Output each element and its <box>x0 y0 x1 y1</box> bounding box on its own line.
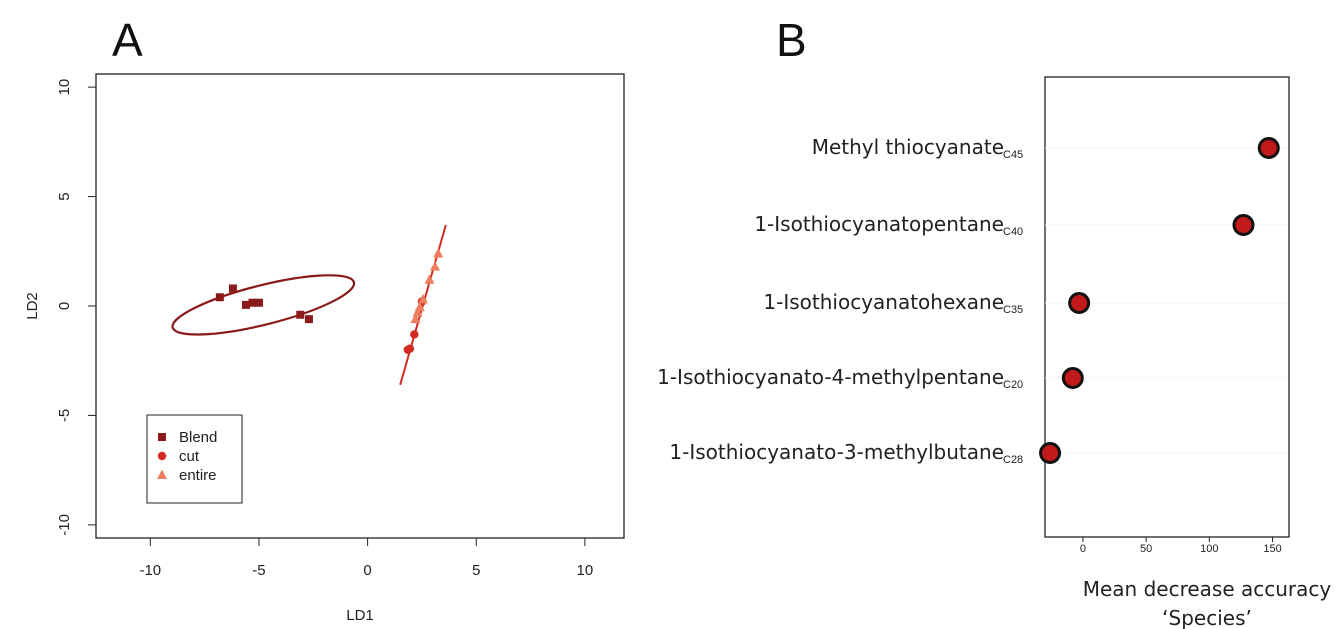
y-axis-label: LD2 <box>24 292 41 320</box>
x-tick-label-b: 150 <box>1263 543 1281 555</box>
data-point-cut <box>410 330 419 339</box>
data-point-entire <box>410 313 421 324</box>
legend-label: entire <box>179 467 217 484</box>
blend-ellipse <box>171 274 356 336</box>
y-tick-label: -10 <box>56 514 73 536</box>
data-point-blend <box>254 298 263 307</box>
compound-label: 1-Isothiocyanato-4-methylpentane <box>657 365 1004 389</box>
data-point-entire <box>418 293 429 304</box>
y-tick-label: -5 <box>56 409 73 422</box>
legend: Blend cut entire <box>146 414 243 504</box>
data-point-entire <box>424 274 435 284</box>
data-point-entire <box>433 247 444 258</box>
legend-marker-entire <box>157 469 167 479</box>
y-tick-label: 10 <box>56 79 73 96</box>
importance-dot <box>1232 214 1255 236</box>
plot-a-x-ticks: -10 -5 0 5 10 <box>139 538 593 579</box>
x-tick-label: 10 <box>577 562 594 579</box>
data-point-blend <box>215 293 224 302</box>
x-tick-label-b: 50 <box>1140 543 1152 555</box>
data-point-blend <box>241 300 250 309</box>
data-point-entire <box>414 301 425 312</box>
importance-dot <box>1061 367 1084 389</box>
y-tick-label: 5 <box>56 192 73 200</box>
compound-code: C35 <box>1003 304 1023 316</box>
compound-label: Methyl thiocyanate <box>812 135 1004 159</box>
compound-label: 1-Isothiocyanatopentane <box>754 212 1004 236</box>
x-axis-subtitle-b: ‘Species’ <box>1162 606 1252 629</box>
x-axis-label: LD1 <box>346 607 374 624</box>
x-tick-label: -5 <box>252 562 265 579</box>
x-axis-title-b: Mean decrease accuracy <box>1083 577 1332 601</box>
x-tick-label: 0 <box>363 562 371 579</box>
compound-label: 1-Isothiocyanatohexane <box>763 290 1004 314</box>
x-tick-label: 5 <box>472 562 480 579</box>
importance-dot <box>1039 442 1062 464</box>
panel-a-letter: A <box>112 14 143 66</box>
legend-marker-cut <box>157 451 167 461</box>
legend-marker-blend <box>158 433 166 441</box>
panel-b-letter: B <box>776 14 807 66</box>
plot-a-y-ticks: -10 -5 0 5 10 <box>56 79 96 536</box>
plot-a-points <box>215 247 444 354</box>
compound-code: C40 <box>1003 226 1023 238</box>
importance-dot <box>1257 137 1280 159</box>
data-point-cut <box>405 344 415 353</box>
data-point-blend <box>304 315 313 324</box>
compound-code: C20 <box>1003 379 1023 391</box>
data-point-blend <box>296 310 305 319</box>
x-tick-label-b: 100 <box>1200 543 1218 555</box>
data-point-entire <box>412 307 423 317</box>
data-point-blend <box>248 298 257 307</box>
lda-scatter-plot: -10 -5 0 5 10 -10 -5 0 5 10 LD1 LD2 Blend cut enti… <box>24 73 625 624</box>
compound-code: C28 <box>1003 454 1023 466</box>
legend-label: Blend <box>179 429 217 446</box>
data-point-entire <box>429 261 440 271</box>
importance-dot-plot: 0 50 100 150 Methyl thiocyanate C45 1-Isothio… <box>657 76 1332 629</box>
plot-b-rows: Methyl thiocyanate C45 1-Isothiocyanatopen… <box>657 135 1280 466</box>
compound-label: 1-Isothiocyanato-3-methylbutane <box>669 440 1004 464</box>
x-tick-label-b: 0 <box>1080 543 1086 555</box>
legend-items: Blend cut entire <box>157 429 217 484</box>
plot-a-shapes <box>171 224 447 386</box>
x-tick-label: -10 <box>139 562 161 579</box>
data-point-blend <box>228 284 237 293</box>
importance-dot <box>1068 292 1091 314</box>
plot-b-x-ticks: 0 50 100 150 <box>1080 537 1282 555</box>
compound-code: C45 <box>1003 149 1023 161</box>
y-tick-label: 0 <box>56 302 73 310</box>
plot-b-frame <box>1044 76 1290 538</box>
legend-label: cut <box>179 448 200 465</box>
